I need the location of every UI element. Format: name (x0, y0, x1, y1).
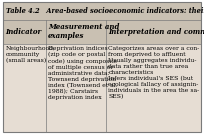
Bar (3, 2, 201, 20)
Text: Categorizes areas over a con-
from deprived to affluent
Usually aggregates indiv: Categorizes areas over a con- from depri… (108, 46, 200, 99)
Text: Deprivation indices
(zip code or postal
code) using composite
of multiple census: Deprivation indices (zip code or postal … (48, 46, 118, 100)
Text: Measurement and
examples: Measurement and examples (48, 23, 119, 40)
Text: Interpretation and comme-: Interpretation and comme- (108, 28, 204, 36)
Text: Table 4.2   Area-based socioeconomic indicators: their mea-: Table 4.2 Area-based socioeconomic indic… (6, 7, 204, 15)
Bar (3, 20, 201, 44)
Text: Neighbourhood,
community
(small areas): Neighbourhood, community (small areas) (6, 46, 55, 63)
Bar (3, 44, 201, 132)
Text: Indicator: Indicator (6, 28, 42, 36)
